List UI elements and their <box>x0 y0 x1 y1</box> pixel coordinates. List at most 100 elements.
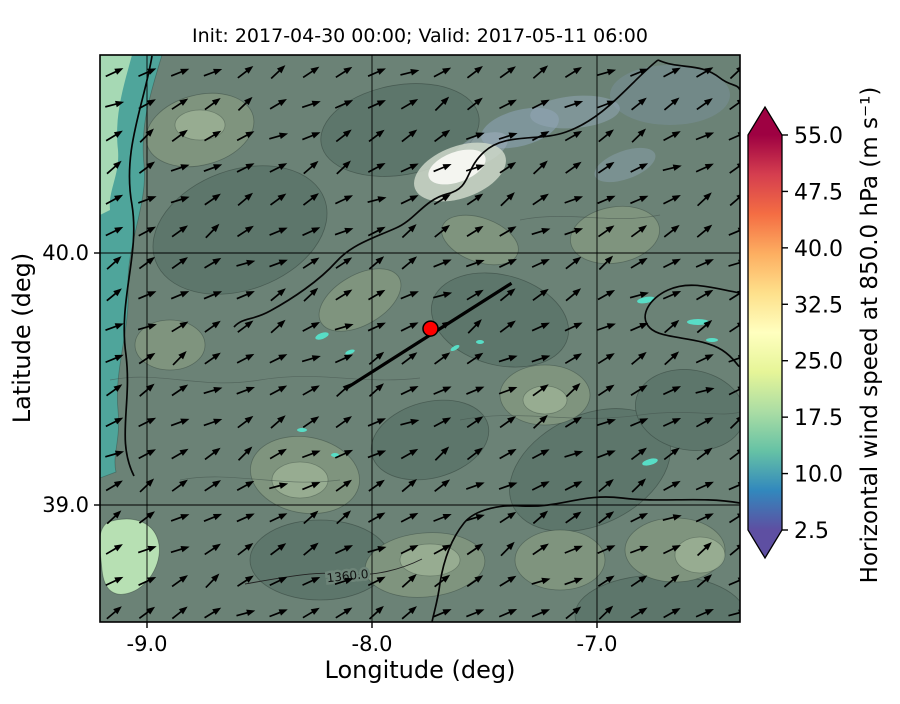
wind-arrow <box>466 225 484 237</box>
wind-arrow <box>564 130 583 142</box>
wind-arrow <box>203 418 223 427</box>
wind-arrow <box>138 417 157 428</box>
wind-arrow <box>139 128 154 143</box>
wind-arrow <box>400 99 419 110</box>
cyan-speed-spots <box>297 296 718 466</box>
wind-arrow <box>302 416 320 429</box>
wind-arrow <box>663 258 681 269</box>
wind-arrow <box>368 129 385 143</box>
wind-arrow <box>564 66 582 78</box>
wind-arrow <box>236 386 255 395</box>
wind-arrow <box>498 386 518 395</box>
wind-arrow <box>696 289 714 301</box>
wind-arrow <box>663 224 680 238</box>
wind-arrow <box>695 259 714 268</box>
wind-arrow <box>269 385 288 396</box>
wind-arrow <box>565 511 582 524</box>
wind-arrow <box>138 161 156 174</box>
wind-arrow <box>336 510 352 525</box>
wind-arrow <box>597 68 617 77</box>
wind-arrow <box>663 67 681 78</box>
x-tick-label: -8.0 <box>352 632 393 656</box>
wind-arrow <box>630 607 648 619</box>
wind-arrow <box>728 355 740 363</box>
wind-arrow <box>465 514 485 522</box>
wind-arrow <box>171 321 189 333</box>
wind-arrow <box>236 353 255 364</box>
wind-arrow <box>401 352 418 365</box>
wind-arrow <box>729 65 740 80</box>
wind-arrow <box>597 575 615 587</box>
wind-arrow <box>466 386 485 395</box>
wind-arrow <box>269 227 288 236</box>
colorbar-tick-labels: 55.0 47.5 40.0 32.5 25.0 17.5 10.0 2.5 <box>782 124 843 544</box>
wind-arrow <box>334 577 354 585</box>
wind-arrow <box>663 574 680 588</box>
colorbar-tick-label: 17.5 <box>794 406 843 431</box>
wind-arrow <box>531 99 550 110</box>
wind-arrow <box>204 97 221 111</box>
wind-arrow <box>336 160 351 175</box>
wind-arrow <box>335 195 353 205</box>
wind-arrow <box>499 226 517 237</box>
wind-arrow <box>630 68 649 77</box>
x-axis-ticks: -9.0 -8.0 -7.0 <box>127 622 617 656</box>
wind-arrow <box>237 192 253 207</box>
wind-arrow <box>564 481 583 491</box>
wind-arrow <box>564 100 584 109</box>
wind-arrow <box>662 386 682 396</box>
wind-arrow <box>597 323 616 331</box>
wind-arrow <box>203 386 223 395</box>
map-plot-area: 1360.0 <box>100 55 740 622</box>
wind-arrow <box>663 607 681 619</box>
wind-arrow <box>434 224 450 238</box>
wind-arrow <box>105 480 123 492</box>
wind-arrow <box>695 163 714 173</box>
wind-arrow <box>564 450 584 458</box>
wind-arrow <box>466 352 484 365</box>
wind-arrow <box>433 417 452 428</box>
border-contour-northeast <box>233 59 659 328</box>
wind-arrow <box>171 257 188 270</box>
wind-arrow <box>270 543 287 556</box>
wind-arrow <box>401 606 417 620</box>
wind-arrow <box>433 291 453 299</box>
wind-arrow <box>498 258 518 268</box>
wind-arrow <box>498 355 518 363</box>
wind-arrow <box>531 355 551 363</box>
wind-arrow <box>696 542 712 557</box>
wind-arrow <box>269 98 287 110</box>
wind-arrow <box>368 383 384 398</box>
wind-arrow <box>631 351 647 365</box>
plot-title: Init: 2017-04-30 00:00; Valid: 2017-05-1… <box>192 25 648 47</box>
wind-arrow <box>400 291 419 300</box>
colorbar-tick-label: 32.5 <box>794 293 843 318</box>
wind-arrow <box>334 449 354 459</box>
wind-arrow <box>729 447 740 461</box>
wind-arrow <box>105 323 124 331</box>
wind-arrow <box>663 480 681 491</box>
wind-arrow <box>367 162 386 173</box>
wind-arrow <box>105 68 124 78</box>
wind-arrow <box>368 289 386 301</box>
wind-arrow <box>565 383 581 398</box>
wind-arrow <box>531 577 551 585</box>
wind-arrow <box>138 68 157 78</box>
wind-arrow <box>170 545 190 554</box>
wind-arrow <box>367 322 386 332</box>
wind-arrow <box>401 129 418 143</box>
wind-arrow <box>204 352 221 365</box>
wind-arrow <box>269 609 288 618</box>
wind-arrow <box>368 256 385 270</box>
wind-arrow <box>664 319 680 334</box>
wind-arrow <box>466 193 484 206</box>
colorbar: 55.0 47.5 40.0 32.5 25.0 17.5 10.0 2.5 Horizont… <box>747 87 883 583</box>
wind-arrow <box>334 100 354 109</box>
wind-arrow <box>631 478 647 493</box>
wind-arrow <box>401 478 417 493</box>
wind-arrow <box>138 449 156 460</box>
wind-arrow <box>137 323 157 331</box>
wind-arrow <box>532 160 548 175</box>
wind-arrow <box>105 544 123 555</box>
wind-quiver-field <box>105 65 740 620</box>
